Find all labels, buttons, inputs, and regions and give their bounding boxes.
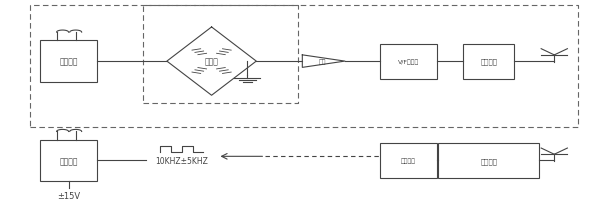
Text: ±15V: ±15V (57, 191, 80, 200)
Text: 无线接收: 无线接收 (480, 157, 497, 164)
Text: 解调放大: 解调放大 (401, 158, 416, 164)
Text: 无线发射: 无线发射 (480, 59, 497, 65)
Text: V/F转换器: V/F转换器 (398, 59, 419, 65)
Text: 激励电源: 激励电源 (59, 156, 78, 165)
Text: 应变桥: 应变桥 (204, 57, 219, 66)
Bar (438, 143, 539, 178)
Text: 稳压电源: 稳压电源 (59, 57, 78, 66)
Bar (380, 143, 436, 178)
Bar (41, 140, 97, 181)
Bar (41, 41, 97, 82)
Text: 放大: 放大 (318, 59, 326, 65)
Text: 10KHZ±5KHZ: 10KHZ±5KHZ (156, 156, 208, 165)
Bar (464, 44, 514, 79)
Bar (380, 44, 436, 79)
